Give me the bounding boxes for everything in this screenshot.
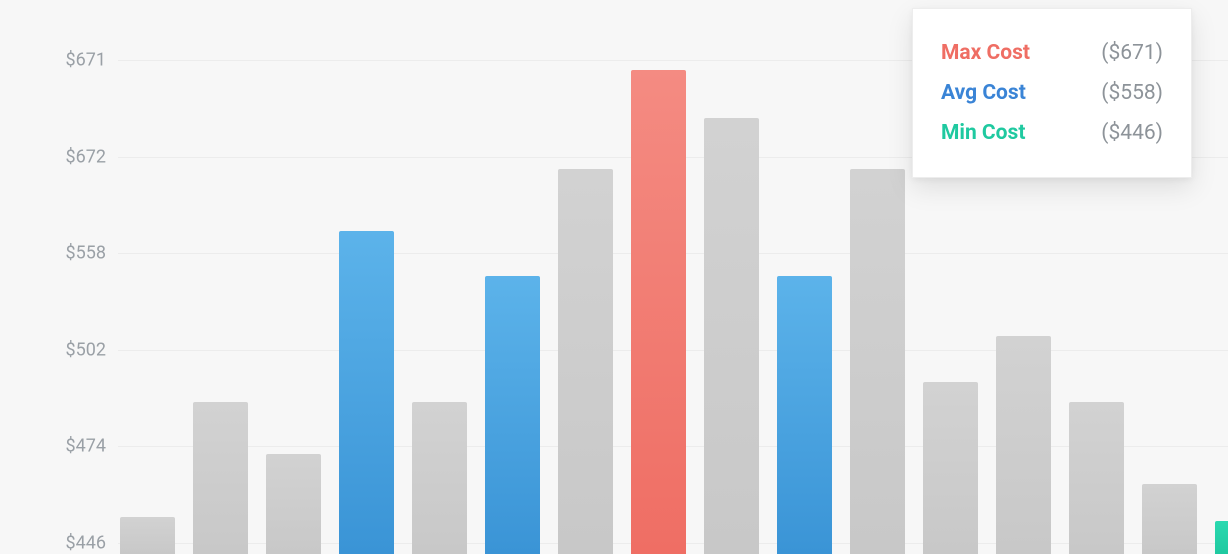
bar <box>485 276 540 554</box>
y-tick-label: $558 <box>66 243 106 264</box>
cost-bar-chart: $671 $672 $558 $502 $474 $446 Max Cost (… <box>0 0 1228 554</box>
legend-value-avg: ($558) <box>1101 81 1163 105</box>
y-tick-label: $671 <box>66 50 106 71</box>
bar <box>777 276 832 554</box>
bar <box>996 336 1051 554</box>
bar <box>558 169 613 554</box>
bar <box>850 169 905 554</box>
bar <box>1142 484 1197 554</box>
y-tick-label: $446 <box>66 533 106 554</box>
bar <box>1069 402 1124 554</box>
bar <box>1215 521 1228 554</box>
legend-row-min: Min Cost ($446) <box>941 113 1163 153</box>
legend-card: Max Cost ($671) Avg Cost ($558) Min Cost… <box>912 8 1192 178</box>
legend-label-max: Max Cost <box>941 41 1030 65</box>
legend-row-avg: Avg Cost ($558) <box>941 73 1163 113</box>
bar <box>412 402 467 554</box>
y-tick-label: $502 <box>66 340 106 361</box>
bar <box>120 517 175 554</box>
bar <box>704 118 759 554</box>
legend-row-max: Max Cost ($671) <box>941 33 1163 73</box>
legend-label-avg: Avg Cost <box>941 81 1026 105</box>
legend-value-min: ($446) <box>1101 121 1163 145</box>
y-tick-label: $672 <box>66 147 106 168</box>
legend-label-min: Min Cost <box>941 121 1025 145</box>
bar <box>923 382 978 554</box>
bar <box>339 231 394 554</box>
bar <box>631 70 686 554</box>
y-tick-label: $474 <box>66 436 106 457</box>
y-axis: $671 $672 $558 $502 $474 $446 <box>0 0 114 554</box>
bar <box>193 402 248 554</box>
bar <box>266 454 321 554</box>
legend-value-max: ($671) <box>1101 41 1163 65</box>
